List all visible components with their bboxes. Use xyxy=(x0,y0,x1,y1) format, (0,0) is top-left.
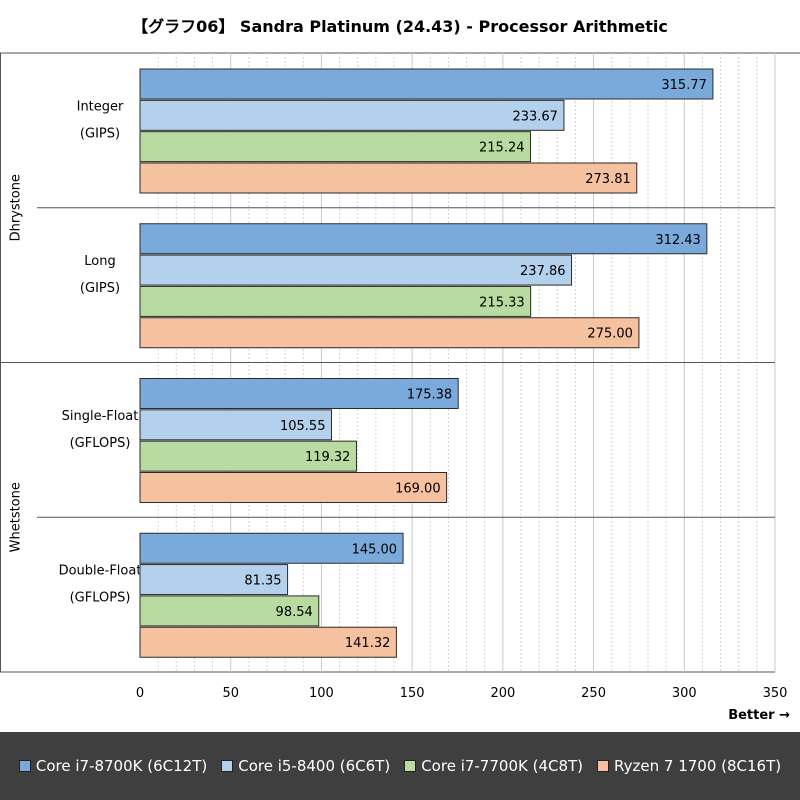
x-tick-label: 100 xyxy=(309,686,334,701)
bar xyxy=(139,378,459,409)
data-label: 215.24 xyxy=(479,141,525,156)
data-label: 312.43 xyxy=(655,233,701,248)
data-label: 81.35 xyxy=(244,574,281,589)
chart: 【グラフ06】 Sandra Platinum (24.43) - Proces… xyxy=(0,17,800,723)
group-label: Whetstone xyxy=(9,482,24,552)
data-label: 145.00 xyxy=(352,542,398,557)
bar xyxy=(139,68,714,100)
category-unit-label: (GIPS) xyxy=(80,126,120,141)
data-label: 119.32 xyxy=(305,450,351,465)
data-label: 233.67 xyxy=(512,109,558,124)
bar xyxy=(139,440,357,472)
legend-label: Core i5-8400 (6C6T) xyxy=(238,757,391,775)
data-label: 315.77 xyxy=(661,78,707,93)
legend-label: Ryzen 7 1700 (8C16T) xyxy=(614,757,782,775)
data-label: 169.00 xyxy=(395,481,441,496)
data-label: 275.00 xyxy=(587,327,633,342)
direction-label: Better → xyxy=(728,708,790,723)
data-label: 215.33 xyxy=(479,295,525,310)
legend-label: Core i7-7700K (4C8T) xyxy=(421,757,584,775)
x-tick-label: 150 xyxy=(400,686,425,701)
legend: Core i7-8700K (6C12T) Core i5-8400 (6C6T)… xyxy=(0,732,800,800)
chart-title: 【グラフ06】 Sandra Platinum (24.43) - Proces… xyxy=(132,17,668,36)
bar xyxy=(139,254,573,286)
bar xyxy=(139,564,289,596)
data-label: 105.55 xyxy=(280,419,326,434)
legend-item: Core i7-7700K (4C8T) xyxy=(404,757,583,775)
data-label: 273.81 xyxy=(585,172,631,187)
category-label: Integer xyxy=(77,99,124,114)
legend-label: Core i7-8700K (6C12T) xyxy=(35,757,208,775)
bar xyxy=(139,471,448,503)
x-tick-label: 200 xyxy=(490,686,515,701)
x-tick-label: 300 xyxy=(672,686,697,701)
category-label: Single-Float xyxy=(62,409,139,424)
bar xyxy=(139,409,332,441)
category-label: Long xyxy=(84,254,115,269)
legend-swatch xyxy=(18,760,31,772)
data-label: 98.54 xyxy=(276,605,313,620)
category-label: Double-Float xyxy=(59,564,142,579)
x-tick-label: 250 xyxy=(581,686,606,701)
bar xyxy=(139,285,532,317)
data-label: 175.38 xyxy=(407,388,453,403)
legend-swatch xyxy=(597,760,610,772)
x-tick-label: 50 xyxy=(222,686,239,701)
x-tick-label: 350 xyxy=(763,686,788,701)
bar xyxy=(139,595,320,627)
legend-items: Core i7-8700K (6C12T) Core i5-8400 (6C6T)… xyxy=(0,732,800,800)
bar xyxy=(139,99,565,131)
bar xyxy=(139,162,638,194)
bar xyxy=(139,317,640,349)
bar xyxy=(139,532,404,564)
bar xyxy=(139,626,397,658)
category-unit-label: (GFLOPS) xyxy=(70,436,131,451)
legend-item: Core i7-8700K (6C12T) xyxy=(18,757,208,775)
data-label: 237.86 xyxy=(520,264,566,279)
bar xyxy=(139,131,532,163)
category-unit-label: (GIPS) xyxy=(80,281,120,296)
legend-swatch xyxy=(221,760,234,772)
legend-item: Ryzen 7 1700 (8C16T) xyxy=(597,757,781,775)
category-unit-label: (GFLOPS) xyxy=(70,591,131,606)
data-label: 141.32 xyxy=(345,636,391,651)
x-tick-label: 0 xyxy=(136,686,144,701)
group-label: Dhrystone xyxy=(9,174,24,241)
bar xyxy=(139,223,708,255)
legend-item: Core i5-8400 (6C6T) xyxy=(221,757,390,775)
legend-swatch xyxy=(404,760,417,772)
